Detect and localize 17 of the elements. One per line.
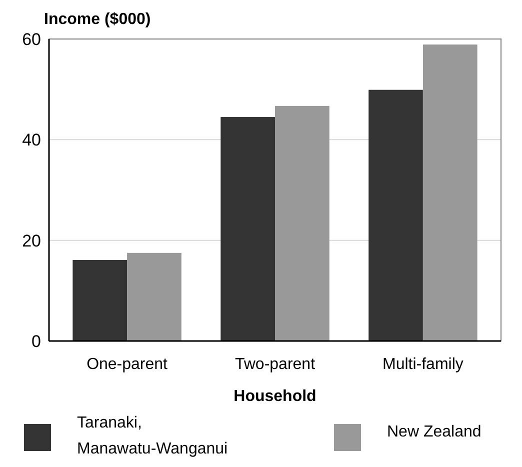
x-axis-title: Household [234,388,316,405]
bar [422,44,478,341]
y-tick-label: 0 [32,332,41,351]
x-tick-label: One-parent [86,356,168,373]
x-tick-label: Multi-family [382,356,464,373]
bar [72,260,128,341]
y-tick-label: 20 [22,231,41,250]
y-tick-label: 40 [22,130,41,150]
bar [127,252,182,341]
bar [368,90,423,341]
y-tick-label: 60 [22,30,41,49]
y-axis-title: Income ($000) [44,11,151,28]
bar [275,106,330,341]
legend-label: New Zealand [387,424,482,441]
legend-label: Taranaki, Manawatu-Wanganui [77,414,228,458]
x-tick-label: Two-parent [234,356,316,373]
bar [220,117,275,341]
